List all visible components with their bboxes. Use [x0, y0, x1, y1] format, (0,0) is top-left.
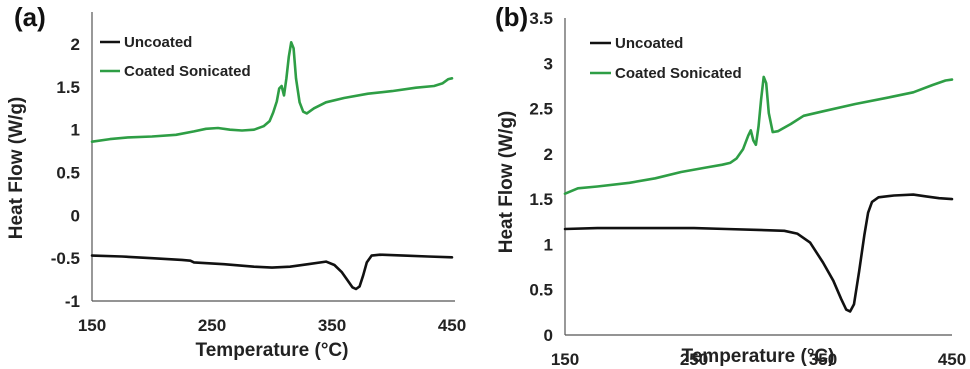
y-tick-label: 3 — [544, 54, 553, 73]
legend-label-uncoated: Uncoated — [615, 35, 683, 52]
y-tick-label: 1.5 — [529, 190, 553, 209]
panel-b: (b) 150 250 350 450 0 0.5 1 1.5 2 2.5 3 3.5 Uncoate… — [495, 2, 966, 369]
legend-label-coated: Coated Sonicated — [615, 65, 742, 82]
x-tick-label: 350 — [318, 316, 346, 335]
panel-label: (a) — [14, 2, 46, 32]
x-tick-label: 250 — [198, 316, 226, 335]
y-axis-label: Heat Flow (W/g) — [496, 111, 517, 253]
x-axis-label: Temperature (°C) — [196, 340, 349, 361]
legend-label-coated: Coated Sonicated — [124, 63, 251, 80]
tick-labels: 150 250 350 450 0 0.5 1 1.5 2 2.5 3 3.5 — [529, 9, 966, 369]
y-tick-label: 0 — [544, 326, 553, 345]
panel-label: (b) — [495, 2, 528, 32]
x-tick-label: 450 — [938, 350, 966, 369]
x-tick-label: 350 — [809, 350, 837, 369]
y-tick-label: 1.5 — [56, 78, 80, 97]
series-line-coated-sonicated — [563, 75, 954, 195]
y-axis-label: Heat Flow (W/g) — [6, 97, 27, 239]
plot-curves — [563, 75, 954, 313]
x-tick-label: 150 — [551, 350, 579, 369]
x-tick-label: 250 — [680, 350, 708, 369]
y-tick-label: 0.5 — [56, 164, 80, 183]
panel-a: (a) 150 250 350 450 -1 -0.5 0 0.5 1 1.5 2 Uncoated… — [6, 2, 466, 361]
y-tick-label: 3.5 — [529, 9, 553, 28]
legend-label-uncoated: Uncoated — [124, 34, 192, 51]
series-line-coated-sonicated — [90, 41, 454, 143]
x-tick-label: 150 — [78, 316, 106, 335]
y-tick-label: 2 — [544, 145, 553, 164]
legend: Uncoated Coated Sonicated — [590, 35, 742, 82]
y-tick-label: -1 — [65, 292, 80, 311]
y-tick-label: 0.5 — [529, 281, 553, 300]
y-tick-label: 2.5 — [529, 100, 553, 119]
series-line-uncoated — [90, 253, 454, 291]
y-tick-label: 1 — [71, 121, 80, 140]
legend: Uncoated Coated Sonicated — [100, 34, 251, 80]
y-tick-label: 1 — [544, 235, 553, 254]
y-tick-label: 0 — [71, 206, 80, 225]
y-tick-label: 2 — [71, 35, 80, 54]
tick-labels: 150 250 350 450 -1 -0.5 0 0.5 1 1.5 2 — [51, 35, 466, 335]
plot-curves — [90, 41, 454, 291]
y-tick-label: -0.5 — [51, 249, 80, 268]
x-tick-label: 450 — [438, 316, 466, 335]
series-line-uncoated — [563, 193, 954, 313]
x-axis-label: Temperature (°C) — [682, 346, 835, 367]
